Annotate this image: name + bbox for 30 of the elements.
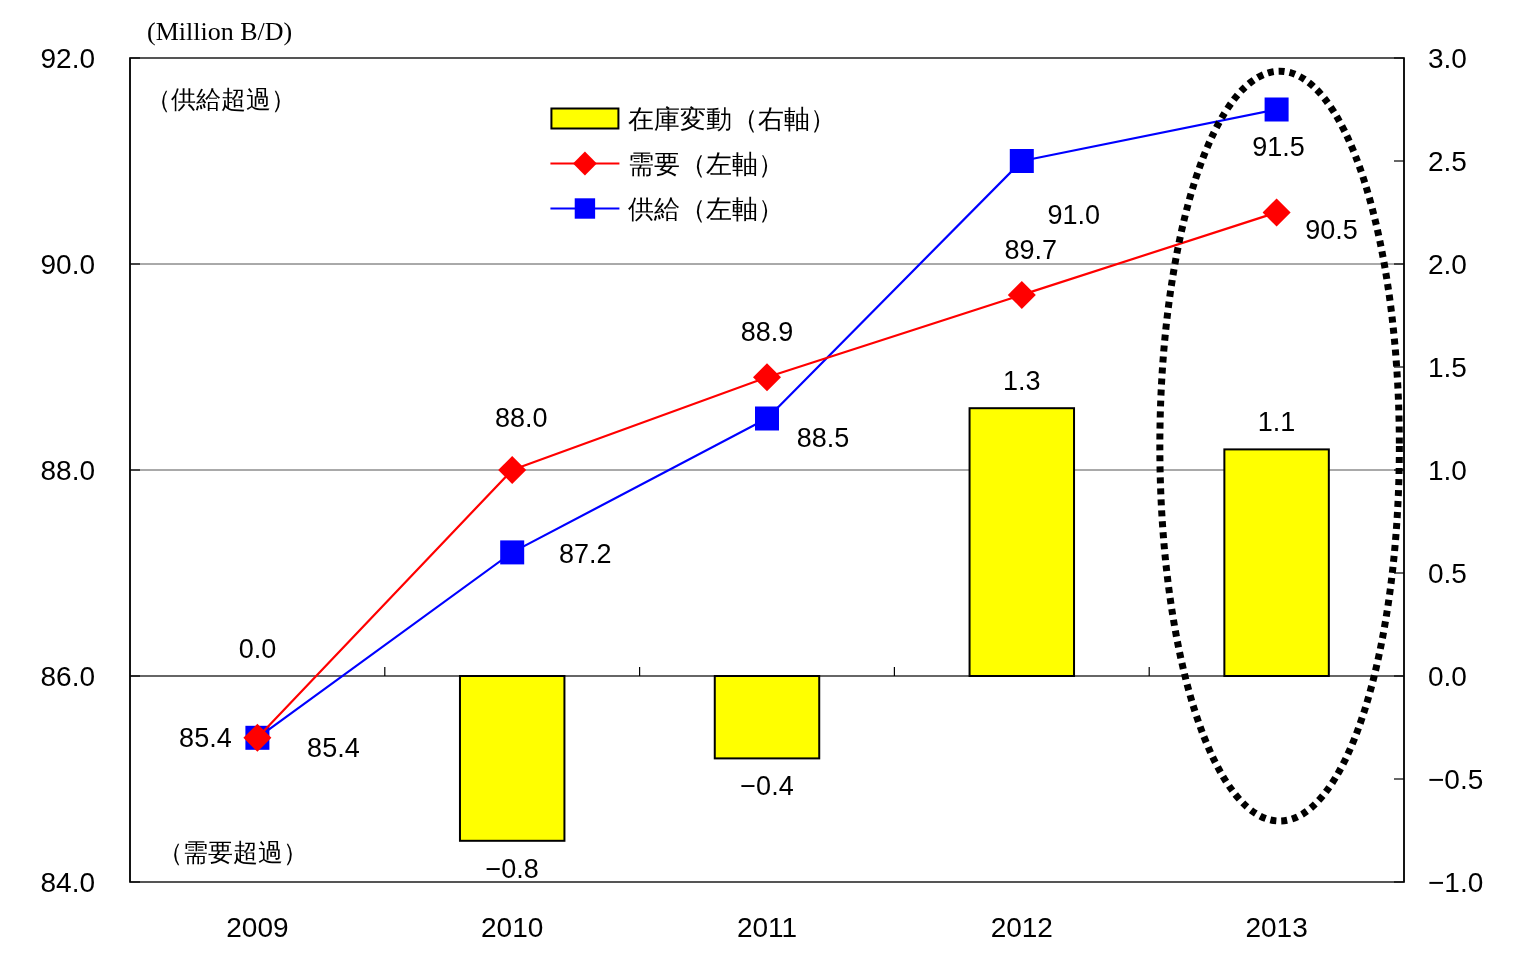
annotation: （供給超過） <box>146 85 296 113</box>
bar-data-label: −0.8 <box>485 853 539 884</box>
y2-tick-label: 2.5 <box>1428 145 1467 177</box>
legend-label: 需要（左軸） <box>628 148 785 179</box>
legend-label: 供給（左軸） <box>628 193 785 224</box>
y-tick-label: 88.0 <box>40 454 95 486</box>
y2-tick-label: 3.0 <box>1428 42 1467 74</box>
bar-data-label: 1.1 <box>1257 407 1296 438</box>
x-tick-label: 2011 <box>736 911 798 943</box>
y2-tick-label: −0.5 <box>1428 763 1484 795</box>
ylabel: (Million B/D) <box>147 16 293 46</box>
y-tick-label: 86.0 <box>40 660 95 692</box>
y2-tick-label: 1.0 <box>1428 454 1467 486</box>
annotation: （需要超過） <box>158 838 308 866</box>
legend-label: 在庫変動（右軸） <box>628 103 837 134</box>
y2-tick-label: 2.0 <box>1428 248 1467 280</box>
y-tick-label: 90.0 <box>40 248 95 280</box>
y-tick-label: 92.0 <box>40 42 95 74</box>
y-tick-label: 84.0 <box>40 866 95 898</box>
x-tick-label: 2012 <box>990 911 1053 943</box>
x-tick-label: 2013 <box>1245 911 1308 943</box>
y2-tick-label: 0.0 <box>1428 660 1467 692</box>
x-tick-label: 2010 <box>481 911 544 943</box>
y2-tick-label: −1.0 <box>1428 866 1484 898</box>
y2-tick-label: 0.5 <box>1428 557 1467 589</box>
y2-tick-label: 1.5 <box>1428 351 1467 383</box>
bar-data-label: 1.3 <box>1003 366 1041 397</box>
bar-data-label: 0.0 <box>238 634 277 664</box>
x-tick-label: 2009 <box>226 911 289 943</box>
bar-data-label: −0.4 <box>740 771 794 802</box>
